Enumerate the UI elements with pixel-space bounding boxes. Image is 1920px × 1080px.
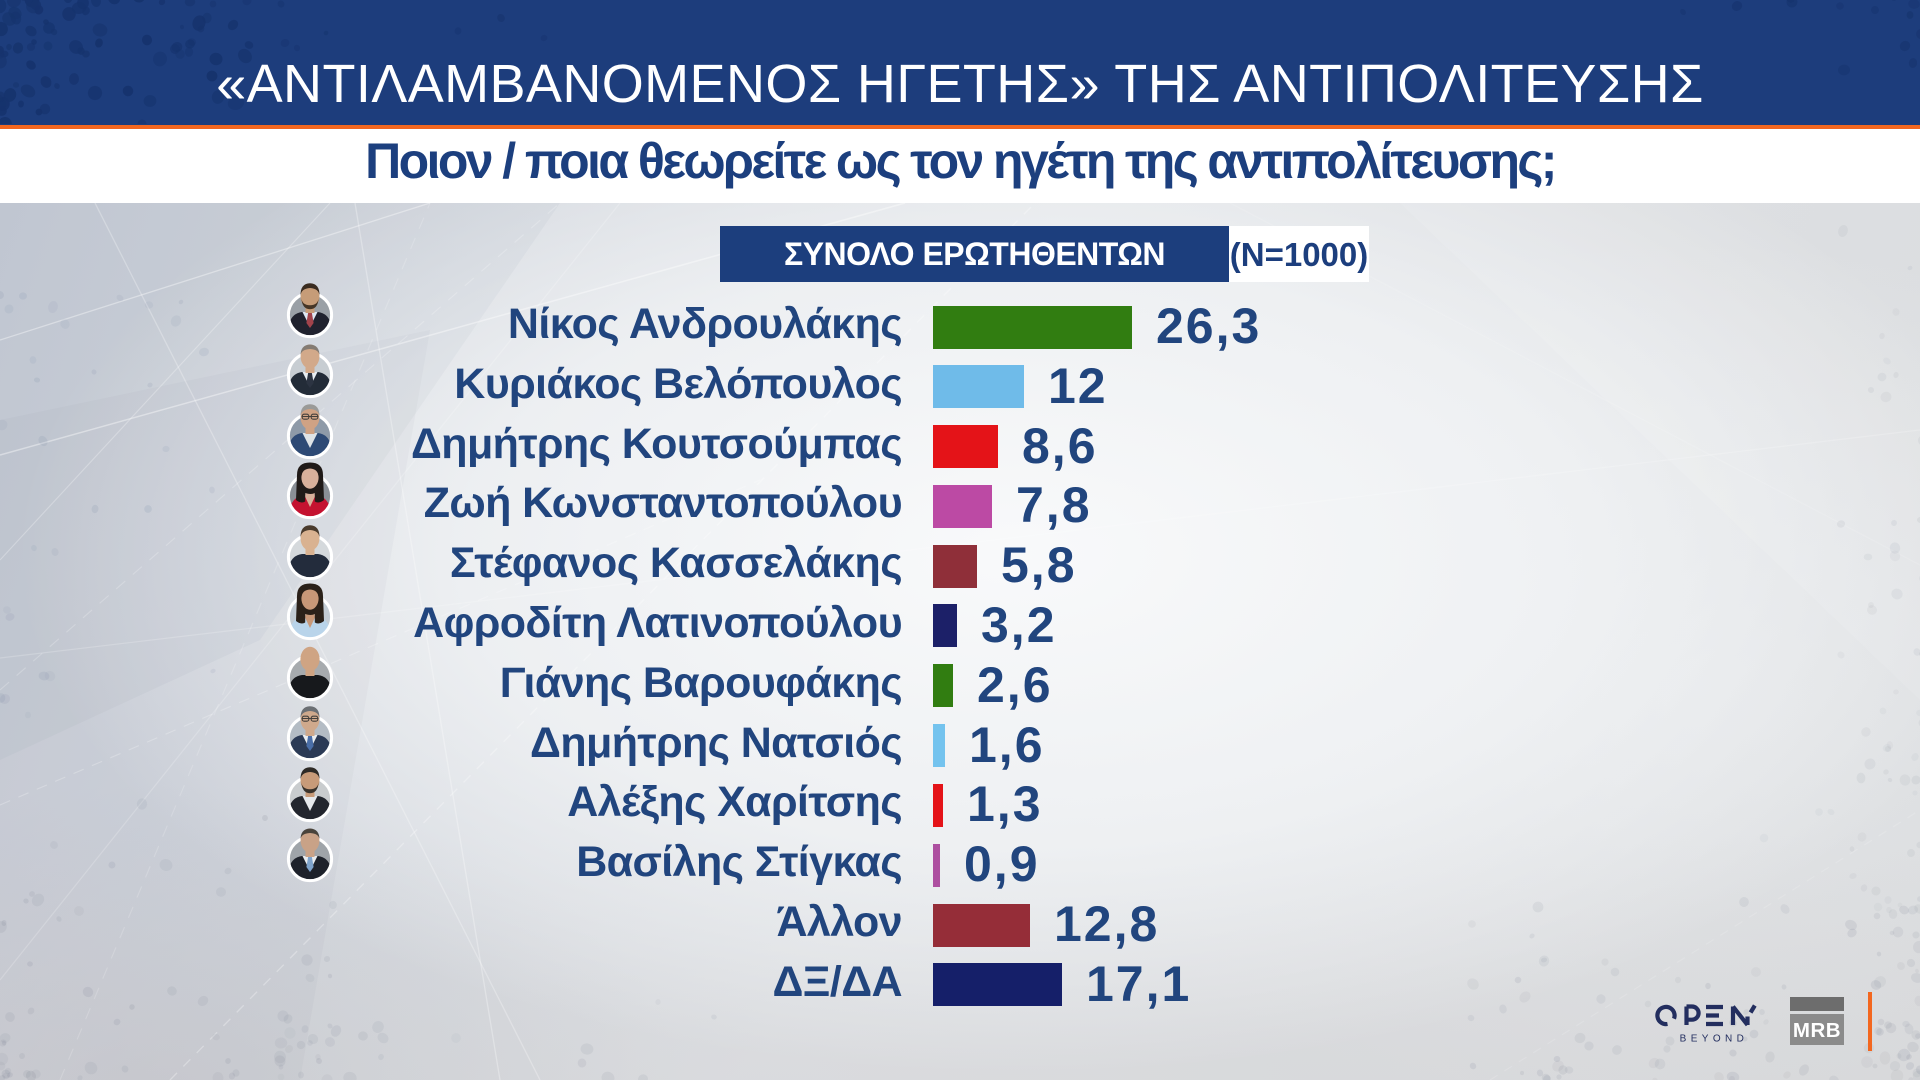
svg-text:BEYOND: BEYOND: [1680, 1034, 1749, 1045]
